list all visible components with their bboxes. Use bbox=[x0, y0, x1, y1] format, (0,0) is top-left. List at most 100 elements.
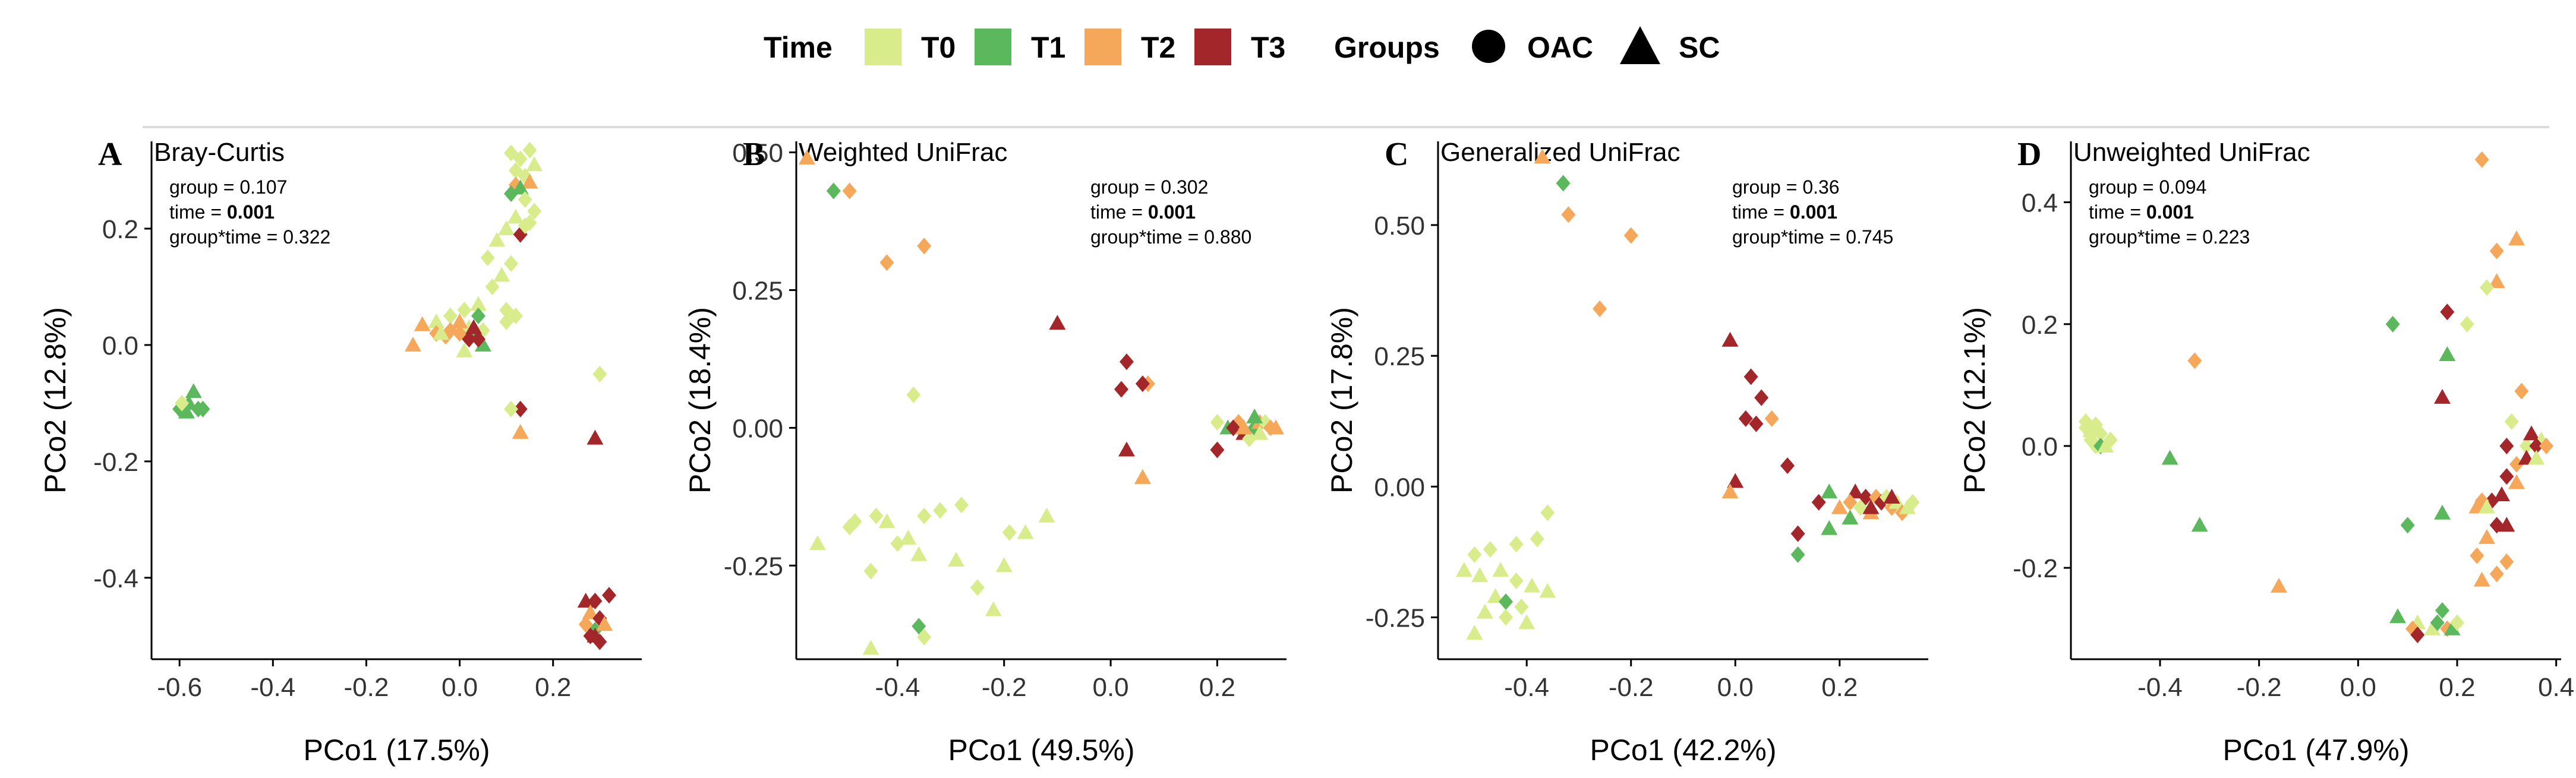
legend-label-t3: T3 bbox=[1251, 31, 1285, 64]
point-sc-t1 bbox=[185, 383, 202, 399]
point-oac-t0 bbox=[504, 400, 518, 418]
point-oac-t2 bbox=[2440, 620, 2455, 637]
point-oac-t0 bbox=[1002, 524, 1017, 541]
point-oac-t0 bbox=[1509, 572, 1524, 589]
point-oac-t2 bbox=[1593, 300, 1607, 317]
point-oac-t0 bbox=[508, 162, 523, 179]
point-sc-t2 bbox=[1267, 419, 1285, 435]
panel-letter: D bbox=[2017, 136, 2041, 173]
y-tick-label: 0.4 bbox=[2022, 189, 2058, 218]
panel-c-generalized-unifrac: -0.4 -0.2 0.0 0.2 -0.25 0.00 0.25 0.50 PCo1 (42.… bbox=[1298, 131, 1943, 778]
point-oac-t1 bbox=[471, 307, 485, 324]
point-sc-t0 bbox=[2479, 498, 2495, 514]
x-tick-label: 0.2 bbox=[1199, 673, 1235, 702]
stat-line: group*time = 0.745 bbox=[1732, 226, 1893, 248]
point-oac-t2 bbox=[2514, 382, 2529, 400]
point-oac-t0 bbox=[518, 191, 532, 208]
point-sc-t2 bbox=[414, 316, 431, 331]
legend-group-items: OAC SC bbox=[1472, 26, 1720, 64]
point-sc-t0 bbox=[910, 546, 928, 561]
point-sc-t1 bbox=[474, 336, 491, 352]
y-tick-label: -0.2 bbox=[93, 448, 138, 477]
point-sc-t3 bbox=[465, 319, 483, 334]
triangle-icon bbox=[1620, 26, 1660, 64]
point-sc-t1 bbox=[2434, 504, 2451, 520]
stat-line: time = 0.001 bbox=[169, 201, 275, 223]
point-oac-t0 bbox=[485, 278, 500, 295]
point-sc-t0 bbox=[1466, 624, 1483, 640]
point-oac-t3 bbox=[2499, 468, 2514, 485]
point-sc-t0 bbox=[900, 529, 917, 545]
panel-a-bray-curtis: -0.6 -0.4 -0.2 0.0 0.2 -0.4 -0.2 0.0 0.2 PCo1 (17… bbox=[12, 131, 657, 778]
stat-line: group = 0.094 bbox=[2089, 176, 2206, 198]
point-sc-t0 bbox=[428, 313, 445, 328]
point-sc-t0 bbox=[878, 513, 896, 529]
point-sc-t2 bbox=[582, 604, 599, 619]
point-sc-t0 bbox=[488, 232, 506, 247]
point-sc-t1 bbox=[2439, 346, 2456, 362]
point-oac-t0 bbox=[1210, 414, 1225, 431]
point-oac-t2 bbox=[452, 325, 467, 342]
point-sc-t0 bbox=[498, 220, 515, 235]
y-tick-label: 0.0 bbox=[2022, 432, 2058, 461]
y-tick-label: 0.50 bbox=[732, 139, 783, 168]
x-tick-label: 0.0 bbox=[1092, 673, 1128, 702]
stat-line: time = 0.001 bbox=[1732, 201, 1837, 223]
point-oac-t0 bbox=[869, 507, 884, 524]
x-tick-label: 0.2 bbox=[2439, 673, 2475, 702]
point-sc-t2 bbox=[1534, 148, 1551, 164]
point-sc-t1 bbox=[1246, 408, 1263, 423]
point-oac-t2 bbox=[443, 322, 458, 339]
point-sc-t0 bbox=[1038, 507, 1055, 523]
legend-divider bbox=[143, 126, 2549, 128]
point-sc-t2 bbox=[596, 616, 613, 631]
point-oac-t2 bbox=[2539, 437, 2553, 454]
x-tick-label: -0.2 bbox=[1609, 673, 1654, 702]
point-oac-t2 bbox=[1869, 488, 1884, 505]
point-oac-t0 bbox=[1514, 598, 1529, 615]
point-sc-t2 bbox=[2488, 273, 2505, 288]
point-oac-t2 bbox=[2499, 553, 2514, 570]
y-tick-label: 0.25 bbox=[732, 276, 783, 305]
point-sc-t3 bbox=[577, 593, 594, 608]
x-axis-title: PCo1 (17.5%) bbox=[303, 733, 490, 767]
point-oac-t0 bbox=[499, 313, 514, 330]
point-oac-t3 bbox=[1119, 353, 1134, 371]
point-oac-t0 bbox=[863, 562, 878, 580]
point-oac-t1 bbox=[2385, 315, 2400, 333]
point-sc-t3 bbox=[2434, 388, 2451, 404]
panel-b-weighted-unifrac: -0.4 -0.2 0.0 0.2 -0.25 0.00 0.25 0.50 PCo1 (49.… bbox=[657, 131, 1301, 778]
legend-time-items: T0 T1 T2 T3 bbox=[865, 29, 1285, 65]
point-oac-t0 bbox=[2460, 315, 2474, 333]
panel-d-unweighted-unifrac: -0.4 -0.2 0.0 0.2 0.4 -0.2 0.0 0.2 0.4 PCo1 (47.9… bbox=[1931, 131, 2576, 778]
point-oac-t1 bbox=[826, 182, 841, 200]
x-tick-label: -0.2 bbox=[2237, 673, 2282, 702]
point-oac-t1 bbox=[912, 618, 926, 635]
point-sc-t2 bbox=[512, 423, 529, 439]
x-tick-label: 0.4 bbox=[2538, 673, 2574, 702]
point-sc-t0 bbox=[2082, 422, 2099, 438]
point-oac-t2 bbox=[879, 254, 894, 271]
point-sc-t1 bbox=[1821, 520, 1838, 535]
point-oac-t0 bbox=[1509, 536, 1524, 553]
stat-line: time = 0.001 bbox=[2089, 201, 2194, 223]
point-oac-t1 bbox=[196, 400, 210, 418]
x-axis-title: PCo1 (47.9%) bbox=[2222, 733, 2409, 767]
point-sc-t3 bbox=[1721, 331, 1739, 347]
point-sc-t0 bbox=[1251, 425, 1269, 440]
point-sc-t0 bbox=[470, 296, 487, 311]
y-axis-title: PCo2 (12.8%) bbox=[39, 307, 72, 494]
point-sc-t3 bbox=[1847, 483, 1864, 499]
point-oac-t3 bbox=[2499, 437, 2514, 454]
point-sc-t0 bbox=[1523, 577, 1540, 593]
point-sc-t0 bbox=[2097, 437, 2114, 453]
point-oac-t0 bbox=[443, 307, 458, 324]
y-tick-label: 0.50 bbox=[1374, 211, 1425, 241]
point-oac-t2 bbox=[2489, 565, 2504, 583]
point-oac-t1 bbox=[2430, 614, 2445, 631]
point-oac-t0 bbox=[2093, 425, 2108, 442]
point-oac-t0 bbox=[2504, 413, 2519, 430]
point-oac-t2 bbox=[578, 616, 593, 633]
y-tick-label: 0.25 bbox=[1374, 342, 1425, 371]
point-oac-t2 bbox=[2470, 547, 2484, 564]
